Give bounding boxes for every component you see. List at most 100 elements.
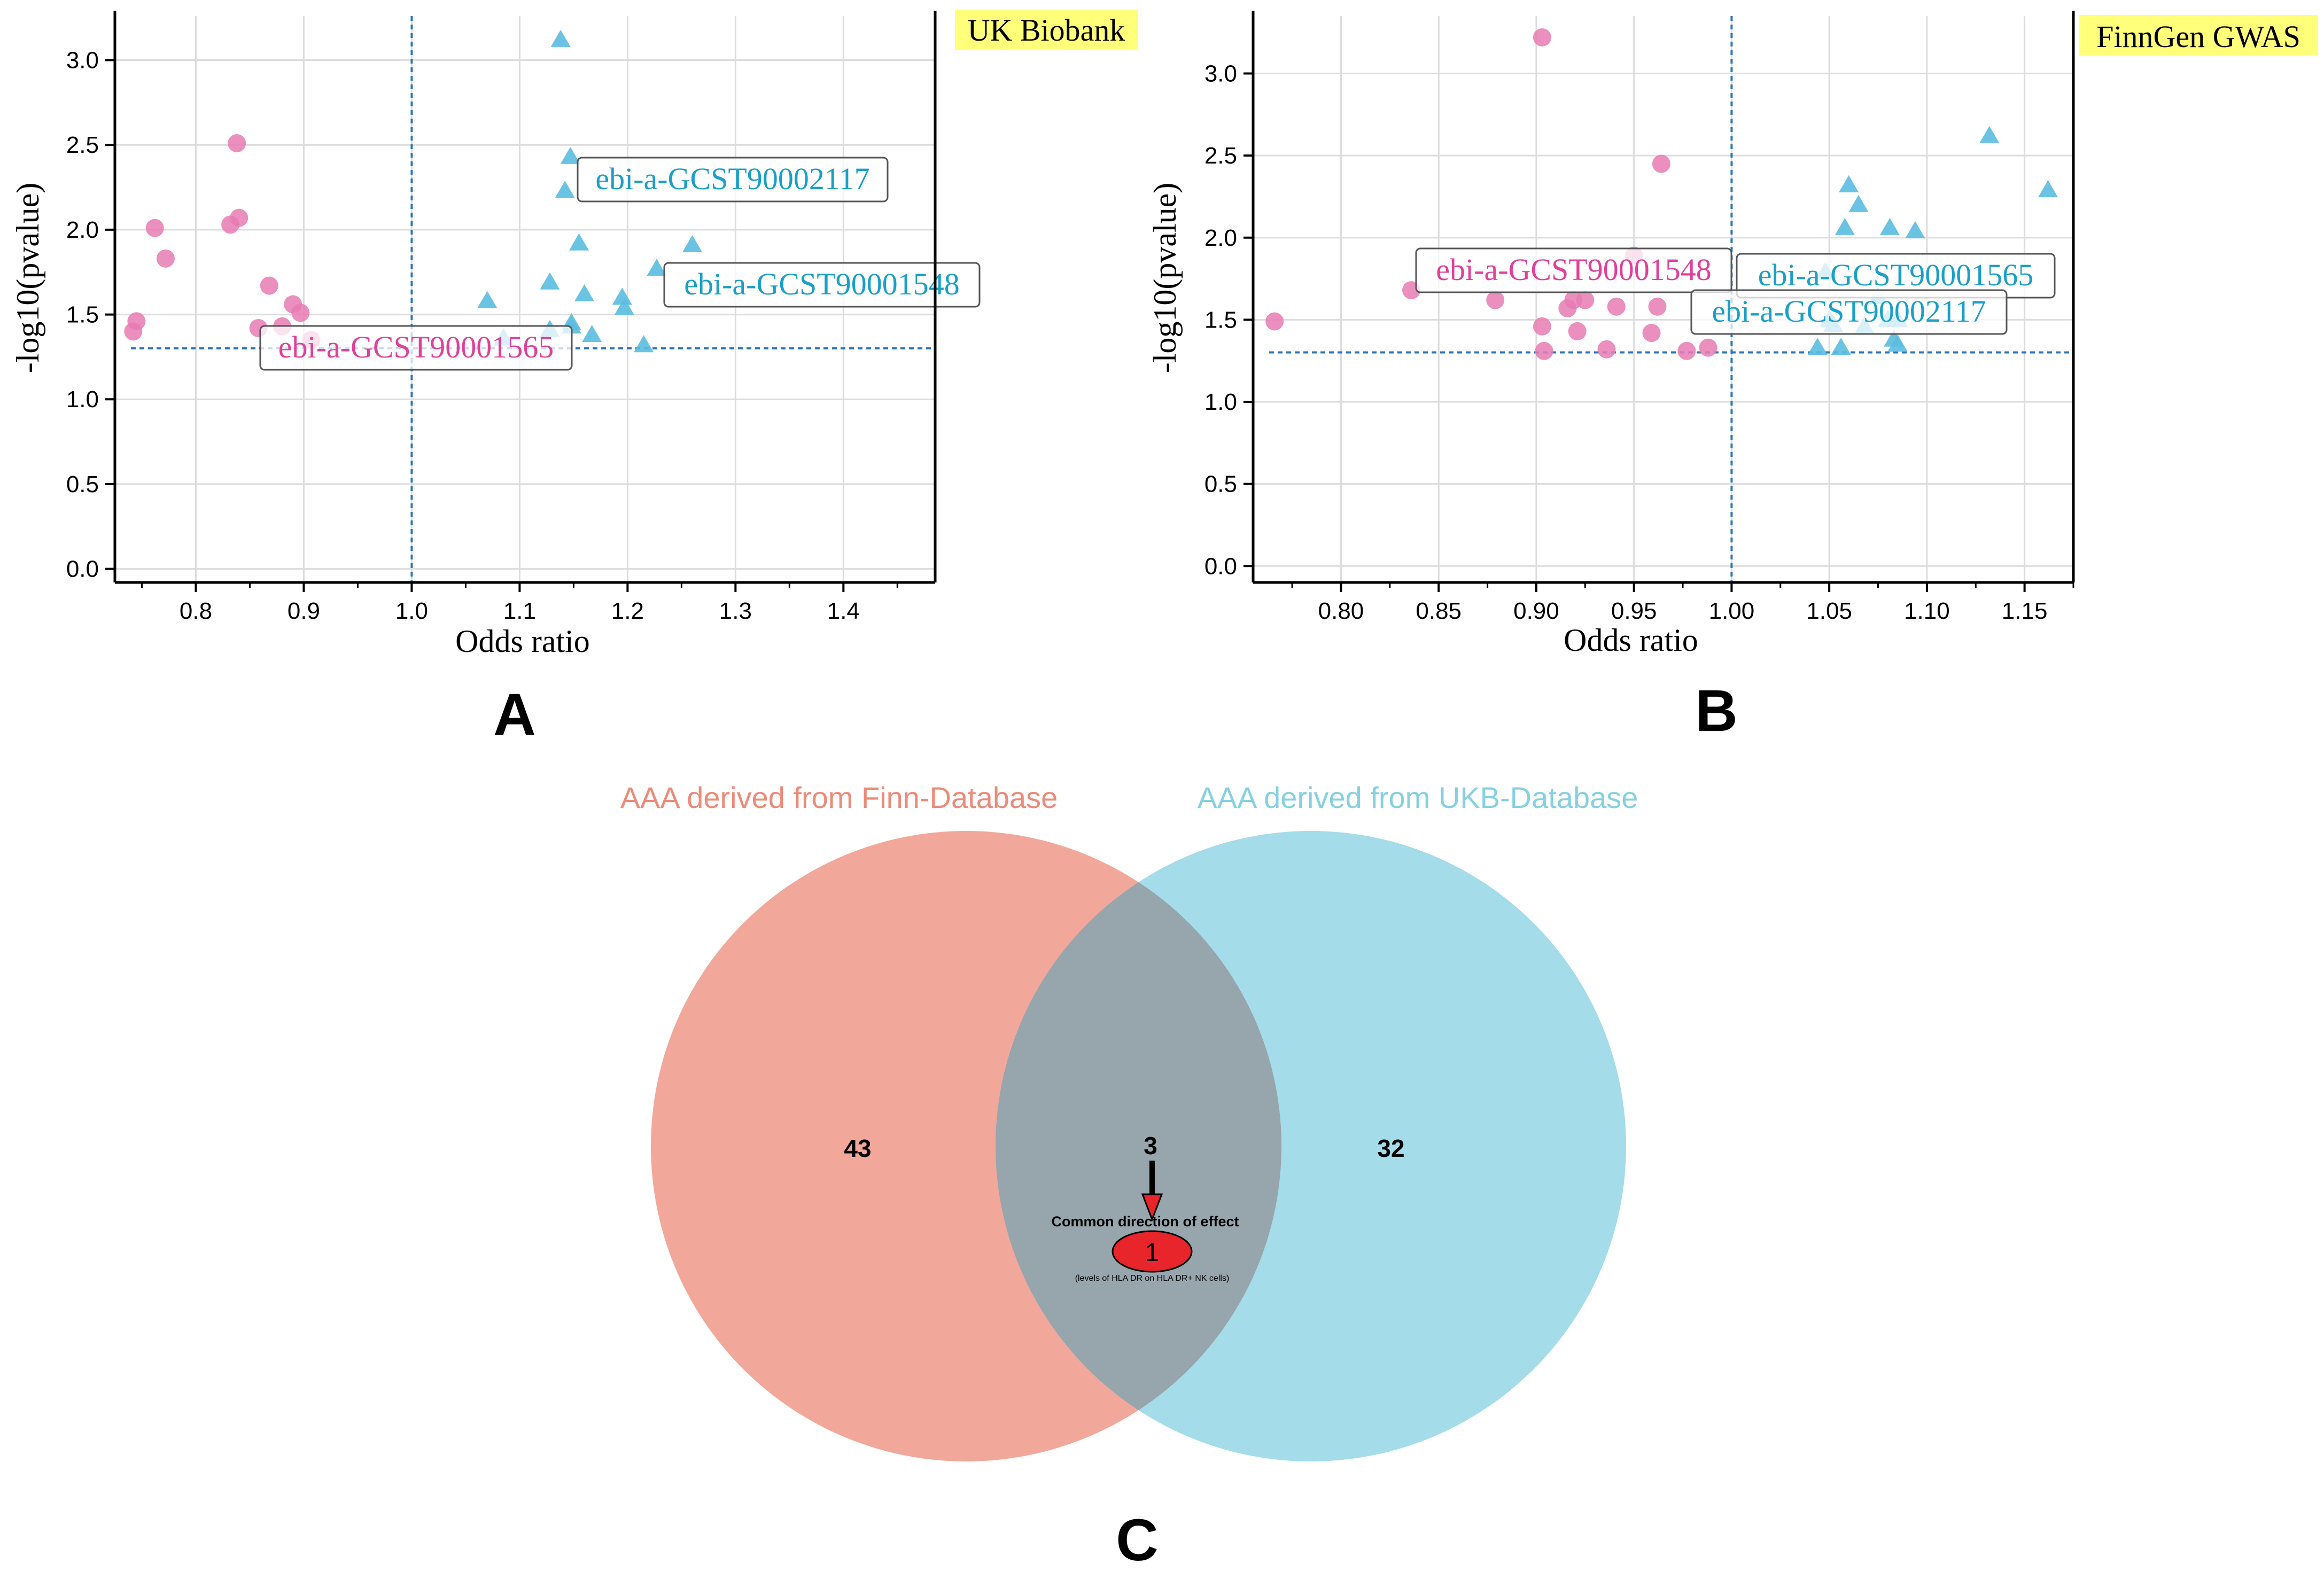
chart-b-point-negative xyxy=(1648,297,1667,316)
chart-a-point-positive xyxy=(574,284,595,301)
venn-left-only-count: 43 xyxy=(844,1134,871,1162)
venn-diagram: AAA derived from Finn-Database AAA deriv… xyxy=(620,781,1638,1571)
chart-a-x-tick-label: 1.4 xyxy=(827,598,860,624)
panel-label-b: B xyxy=(1695,678,1737,744)
chart-b-point-negative xyxy=(1486,291,1505,309)
chart-b-x-tick-label: 1.15 xyxy=(2002,598,2048,624)
chart-b-y-axis-label: -log10(pvalue) xyxy=(1147,183,1183,374)
chart-a-point-positive xyxy=(612,287,632,305)
chart-b-point-positive xyxy=(1835,217,1855,235)
chart-a-point-positive xyxy=(550,29,571,47)
chart-a-title-badge xyxy=(955,10,1138,50)
chart-a-point-negative xyxy=(291,304,310,322)
chart-b-point-negative xyxy=(1533,317,1551,336)
chart-a-y-tick-label: 0.5 xyxy=(66,471,99,497)
chart-b-point-positive xyxy=(2038,180,2058,198)
venn-subset-label: Common direction of effect xyxy=(1051,1214,1239,1230)
down-arrow-icon xyxy=(1141,1161,1163,1222)
panel-label-c: C xyxy=(1116,1507,1158,1571)
chart-a-y-tick-label: 1.0 xyxy=(66,386,99,413)
chart-b-annotation-label: ebi-a-GCST90001548 xyxy=(1436,252,1712,287)
venn-intersection-region xyxy=(996,882,1281,1411)
panel-label-a: A xyxy=(493,682,535,748)
chart-a-x-tick-label: 1.3 xyxy=(719,598,752,624)
chart-a-annotation-label: ebi-a-GCST90002117 xyxy=(595,161,869,196)
chart-b-x-tick-label: 1.00 xyxy=(1709,598,1755,624)
venn-right-set-title: AAA derived from UKB-Database xyxy=(1198,781,1638,814)
chart-a-point-positive xyxy=(569,233,589,251)
chart-b-point-positive xyxy=(1887,334,1908,352)
chart-a-point-positive xyxy=(647,259,667,276)
chart-b-point-positive xyxy=(1879,217,1900,235)
chart-b-y-tick-label: 0.0 xyxy=(1204,553,1237,579)
chart-b-annotation-box xyxy=(1415,247,1732,293)
venn-right-only-count: 32 xyxy=(1377,1134,1404,1162)
chart-b-x-tick-label: 0.85 xyxy=(1416,598,1462,624)
chart-a-x-tick-label: 1.2 xyxy=(611,598,644,624)
chart-b: FinnGen GWAS ebi-a-GCST90001548 ebi-a-GCS… xyxy=(1147,11,2318,744)
chart-b-y-tick-label: 3.0 xyxy=(1204,61,1237,87)
chart-b-y-tick-label: 1.5 xyxy=(1204,307,1237,333)
chart-a-point-positive xyxy=(582,325,602,343)
chart-a-point-positive xyxy=(560,146,580,164)
chart-a-y-tick-label: 1.5 xyxy=(66,302,99,328)
chart-a-annotation-box xyxy=(577,157,889,203)
chart-b-title: FinnGen GWAS xyxy=(2096,19,2300,54)
chart-b-point-negative xyxy=(1597,340,1616,359)
chart-a-x-tick-label: 0.9 xyxy=(287,598,320,624)
chart-b-point-negative xyxy=(1677,341,1696,360)
chart-a-point-negative xyxy=(260,276,278,295)
chart-a-title: UK Biobank xyxy=(968,13,1125,48)
chart-a-y-tick-label: 2.0 xyxy=(66,217,99,243)
chart-a: UK Biobank ebi-a-GCST90002117 ebi-a-GCST9… xyxy=(10,10,1138,748)
chart-a-y-axis-label: -log10(pvalue) xyxy=(10,183,45,374)
chart-a-point-positive xyxy=(477,291,498,308)
chart-b-point-negative xyxy=(1607,297,1626,316)
chart-b-point-negative xyxy=(1533,28,1551,46)
chart-a-x-tick-label: 1.1 xyxy=(503,598,536,624)
chart-b-x-tick-label: 0.95 xyxy=(1611,598,1657,624)
chart-b-point-positive xyxy=(1848,195,1869,212)
chart-a-point-positive xyxy=(540,272,560,290)
chart-a-y-tick-label: 3.0 xyxy=(66,48,99,74)
chart-a-annotation-label: ebi-a-GCST90001548 xyxy=(684,267,960,301)
chart-b-point-negative xyxy=(1265,312,1284,331)
chart-b-point-positive xyxy=(1807,338,1828,355)
chart-b-annotation-label: ebi-a-GCST90001565 xyxy=(1758,258,2034,292)
chart-b-y-tick-label: 1.0 xyxy=(1204,389,1237,415)
chart-a-point-positive xyxy=(682,235,703,252)
chart-b-x-tick-label: 1.05 xyxy=(1806,598,1852,624)
chart-b-point-negative xyxy=(1699,338,1717,357)
chart-b-annotation-label: ebi-a-GCST90002117 xyxy=(1712,294,1986,329)
chart-a-x-tick-label: 1.0 xyxy=(395,598,428,624)
venn-subset-note: (levels of HLA DR on HLA DR+ NK cells) xyxy=(1075,1274,1230,1283)
chart-b-x-tick-label: 0.80 xyxy=(1318,598,1364,624)
chart-b-point-positive xyxy=(1979,126,2000,143)
chart-a-point-positive xyxy=(614,298,634,315)
chart-a-y-tick-label: 0.0 xyxy=(66,556,99,582)
chart-a-point-positive xyxy=(634,335,654,353)
chart-a-annotation-box xyxy=(259,325,573,371)
chart-a-annotation-label: ebi-a-GCST90001565 xyxy=(278,330,554,364)
chart-b-y-tick-label: 2.0 xyxy=(1204,225,1237,251)
chart-a-x-axis-label: Odds ratio xyxy=(455,624,590,659)
venn-subset-value: 1 xyxy=(1145,1239,1160,1267)
chart-a-x-tick-label: 0.8 xyxy=(180,598,212,624)
chart-b-x-axis-label: Odds ratio xyxy=(1564,623,1698,658)
chart-b-x-tick-label: 0.90 xyxy=(1513,598,1559,624)
chart-b-y-tick-label: 2.5 xyxy=(1204,143,1237,169)
chart-b-annotation-box xyxy=(1690,289,2008,335)
chart-b-point-positive xyxy=(1905,221,1925,238)
chart-b-point-negative xyxy=(1568,322,1587,340)
chart-b-y-tick-label: 0.5 xyxy=(1204,471,1237,497)
chart-a-point-negative xyxy=(127,312,146,331)
chart-a-y-tick-label: 2.5 xyxy=(66,132,99,158)
chart-b-x-tick-label: 1.10 xyxy=(1904,598,1950,624)
venn-left-set-title: AAA derived from Finn-Database xyxy=(620,781,1058,814)
chart-a-point-negative xyxy=(230,208,248,227)
chart-a-point-negative xyxy=(156,249,175,268)
chart-b-point-negative xyxy=(1576,291,1595,309)
chart-b-point-negative xyxy=(1642,323,1661,342)
venn-subset-ellipse xyxy=(1112,1230,1193,1273)
